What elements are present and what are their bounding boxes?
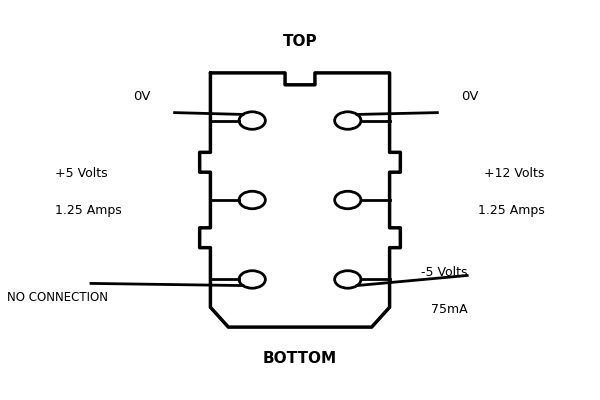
- Text: +12 Volts: +12 Volts: [484, 167, 545, 180]
- Text: BOTTOM: BOTTOM: [263, 351, 337, 366]
- Text: TOP: TOP: [283, 34, 317, 49]
- Text: 75mA: 75mA: [431, 303, 467, 316]
- Text: -5 Volts: -5 Volts: [421, 266, 467, 280]
- Text: NO CONNECTION: NO CONNECTION: [7, 291, 109, 304]
- Text: 1.25 Amps: 1.25 Amps: [478, 204, 545, 217]
- Text: +5 Volts: +5 Volts: [55, 167, 108, 180]
- Text: 1.25 Amps: 1.25 Amps: [55, 204, 122, 217]
- Text: 0V: 0V: [133, 90, 151, 103]
- Text: 0V: 0V: [461, 90, 479, 103]
